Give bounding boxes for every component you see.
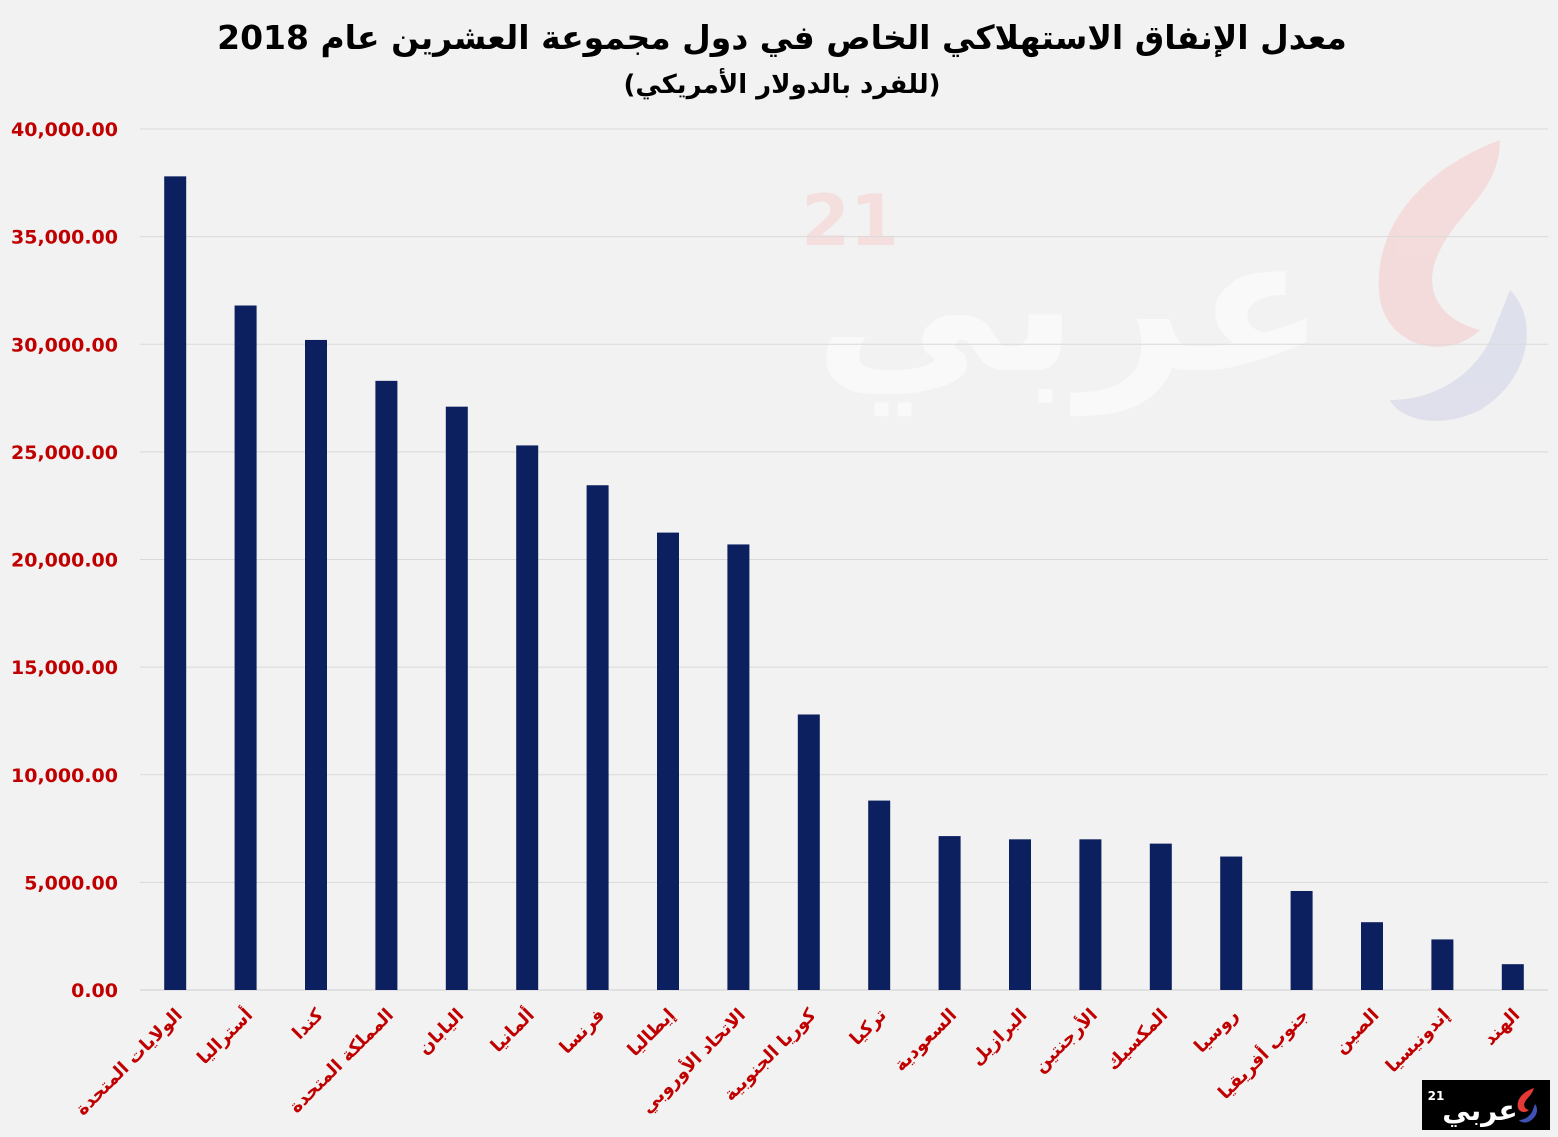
y-tick-label: 15,000.00 [11,657,118,679]
bar [1361,922,1383,990]
bar [1431,939,1454,990]
bars [164,176,1524,991]
y-tick-label: 5,000.00 [24,872,118,894]
chart-title: معدل الإنفاق الاستهلاكي الخاص في دول مجم… [217,18,1347,58]
logo-superscript: 21 [1428,1089,1445,1103]
y-tick-label: 30,000.00 [11,334,118,356]
watermark-superscript: 21 [801,180,898,262]
bar [234,305,257,990]
bar [305,339,327,990]
logo-s-icon-lower [1519,1104,1538,1123]
y-tick-label: 40,000.00 [11,119,118,141]
bar [375,380,398,990]
y-tick-label: 20,000.00 [11,550,118,572]
watermark-text: عربي [814,194,1326,417]
bar [868,800,891,990]
y-tick-label: 35,000.00 [11,227,118,249]
bar [797,714,820,990]
y-tick-label: 0.00 [71,980,118,1002]
y-axis-ticks: 0.00 5,000.00 10,000.00 15,000.00 20,000.00 2… [11,119,118,1002]
bar [1290,890,1313,990]
bar [516,445,539,991]
watermark-s-shape-lower [1390,290,1527,421]
bar [727,544,750,990]
logo-s-icon [1517,1088,1534,1113]
bar [938,836,961,990]
chart-subtitle: (للفرد بالدولار الأمريكي) [623,68,940,100]
brand-logo: عربي 21 [1422,1080,1550,1130]
watermark: عربي 21 [801,140,1527,421]
bar [1009,839,1031,990]
y-tick-label: 25,000.00 [11,442,118,464]
grid-lines [140,128,1548,991]
bar [1149,843,1172,990]
bar [586,485,609,990]
bar [164,176,187,991]
bar [445,406,468,990]
y-tick-label: 10,000.00 [11,765,118,787]
bar [1220,856,1243,990]
bar [1501,964,1524,990]
watermark-s-shape [1378,140,1500,347]
bar [657,532,679,990]
logo-text: عربي [1442,1094,1517,1127]
bar [1079,839,1102,990]
